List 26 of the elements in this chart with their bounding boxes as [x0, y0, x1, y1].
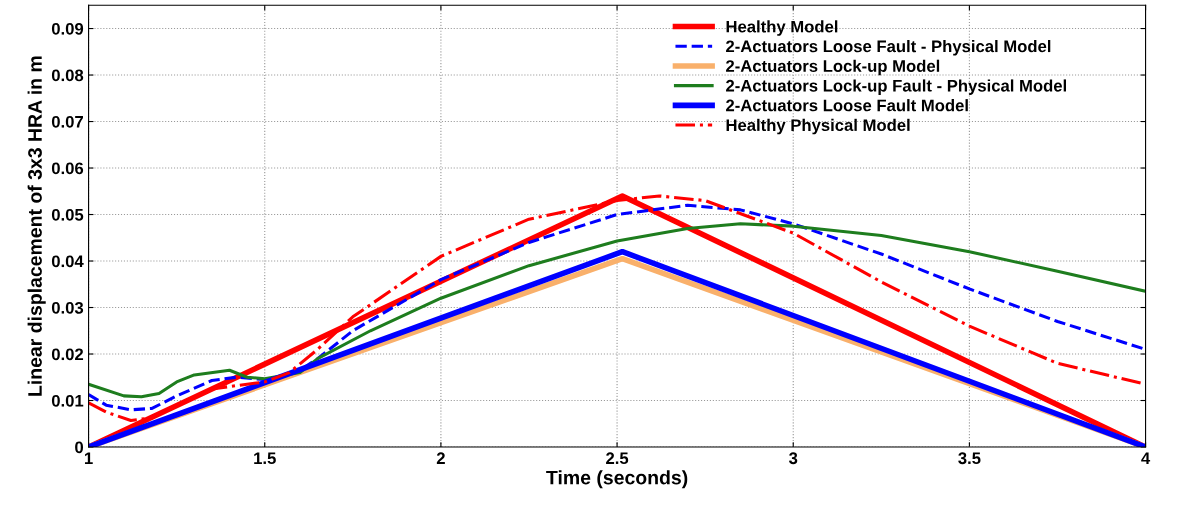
x-tick-label: 2.5: [606, 452, 629, 465]
y-tick-label: 0.09: [51, 22, 84, 35]
x-tick-label: 4: [1141, 452, 1151, 464]
y-tick-label: 0.03: [51, 301, 84, 314]
x-tick-label: 3: [788, 452, 798, 465]
y-tick-label: 0.02: [51, 348, 84, 361]
line-series: [88, 222, 1146, 399]
legend-label: 2-Actuators Loose Fault - Physical Model: [726, 39, 1051, 56]
x-tick-label: 2: [436, 452, 445, 464]
legend-label: 2-Actuators Lock-up Model: [726, 59, 940, 76]
y-tick-label: 0.01: [51, 394, 84, 407]
y-tick-label: 0.05: [51, 208, 84, 221]
y-tick-label: 0.07: [51, 115, 83, 128]
legend-label: 2-Actuators Loose Fault Model: [726, 99, 968, 112]
legend-label: Healthy Model: [726, 20, 838, 36]
y-tick-label: 0.06: [51, 162, 84, 175]
y-tick-label: 0: [75, 441, 84, 454]
legend-label: Healthy Physical Model: [726, 118, 910, 135]
x-axis-title: Time (seconds): [546, 470, 688, 489]
y-tick-label: 0.08: [51, 69, 84, 82]
x-tick-label: 3.5: [958, 452, 981, 465]
y-tick-label: 0.04: [51, 255, 84, 268]
legend-label: 2-Actuators Lock-up Fault - Physical Model: [726, 79, 1066, 95]
x-tick-label: 1: [84, 452, 93, 464]
x-tick-label: 1.5: [254, 452, 276, 465]
y-axis-title: Linear displacement of 3x3 HRA in m: [27, 56, 46, 396]
